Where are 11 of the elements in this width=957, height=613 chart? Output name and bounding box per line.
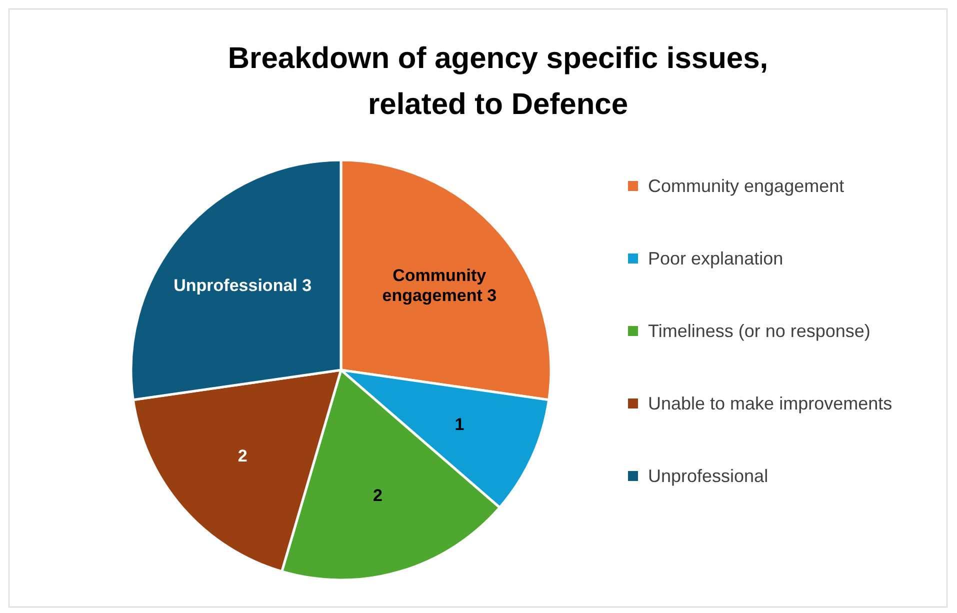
data-label: Unprofessional 3 — [174, 275, 312, 294]
chart-title: Breakdown of agency specific issues, related to Defence — [228, 42, 768, 121]
data-label: 2 — [238, 446, 248, 465]
legend-label: Timeliness (or no response) — [648, 321, 870, 341]
data-label: 1 — [454, 414, 464, 434]
legend-label: Unable to make improvements — [648, 394, 892, 414]
data-label: 2 — [372, 485, 382, 504]
legend-label: Poor explanation — [648, 248, 784, 268]
legend-label: Unprofessional — [648, 466, 768, 486]
legend-label: Community engagement — [648, 176, 844, 196]
data-label: Community engagement 3 — [382, 265, 497, 304]
